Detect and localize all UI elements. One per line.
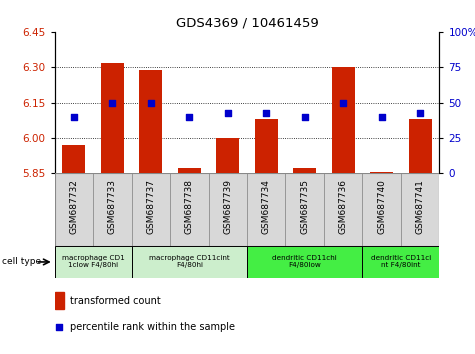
Bar: [370, 172, 393, 173]
Bar: [139, 70, 162, 173]
Bar: [178, 167, 201, 173]
Text: GSM687735: GSM687735: [300, 179, 309, 234]
Text: percentile rank within the sample: percentile rank within the sample: [70, 321, 235, 332]
Bar: [93, 173, 132, 246]
Point: [262, 110, 270, 115]
Bar: [209, 173, 247, 246]
Text: GSM687733: GSM687733: [108, 179, 117, 234]
Point: [339, 100, 347, 105]
Bar: [401, 173, 439, 246]
Point: [70, 114, 77, 120]
Text: GSM687737: GSM687737: [146, 179, 155, 234]
Text: macrophage CD1
1clow F4/80hi: macrophage CD1 1clow F4/80hi: [62, 256, 124, 268]
Point: [416, 110, 424, 115]
Bar: [362, 173, 401, 246]
Bar: [55, 292, 64, 309]
Bar: [293, 167, 316, 173]
Bar: [247, 173, 285, 246]
Point: [185, 114, 193, 120]
Text: GSM687741: GSM687741: [416, 179, 425, 234]
Point: [301, 114, 309, 120]
Text: transformed count: transformed count: [70, 296, 161, 306]
Bar: [362, 246, 439, 278]
Text: cell type: cell type: [2, 257, 41, 267]
Point: [224, 110, 231, 115]
Bar: [170, 173, 209, 246]
Text: dendritic CD11chi
F4/80low: dendritic CD11chi F4/80low: [272, 256, 337, 268]
Title: GDS4369 / 10461459: GDS4369 / 10461459: [176, 16, 318, 29]
Bar: [55, 246, 132, 278]
Text: GSM687736: GSM687736: [339, 179, 348, 234]
Bar: [332, 67, 355, 173]
Bar: [324, 173, 362, 246]
Text: dendritic CD11ci
nt F4/80int: dendritic CD11ci nt F4/80int: [371, 256, 431, 268]
Point: [147, 100, 154, 105]
Point: [378, 114, 385, 120]
Bar: [132, 246, 247, 278]
Bar: [247, 246, 362, 278]
Bar: [216, 138, 239, 173]
Text: GSM687732: GSM687732: [69, 179, 78, 234]
Bar: [408, 119, 432, 173]
Point: [56, 324, 63, 329]
Bar: [101, 63, 124, 173]
Text: macrophage CD11cint
F4/80hi: macrophage CD11cint F4/80hi: [149, 256, 230, 268]
Text: GSM687734: GSM687734: [262, 179, 271, 234]
Point: [108, 100, 116, 105]
Text: GSM687738: GSM687738: [185, 179, 194, 234]
Bar: [285, 173, 324, 246]
Bar: [55, 173, 93, 246]
Text: GSM687739: GSM687739: [223, 179, 232, 234]
Text: GSM687740: GSM687740: [377, 179, 386, 234]
Bar: [62, 145, 86, 173]
Bar: [255, 119, 278, 173]
Bar: [132, 173, 170, 246]
